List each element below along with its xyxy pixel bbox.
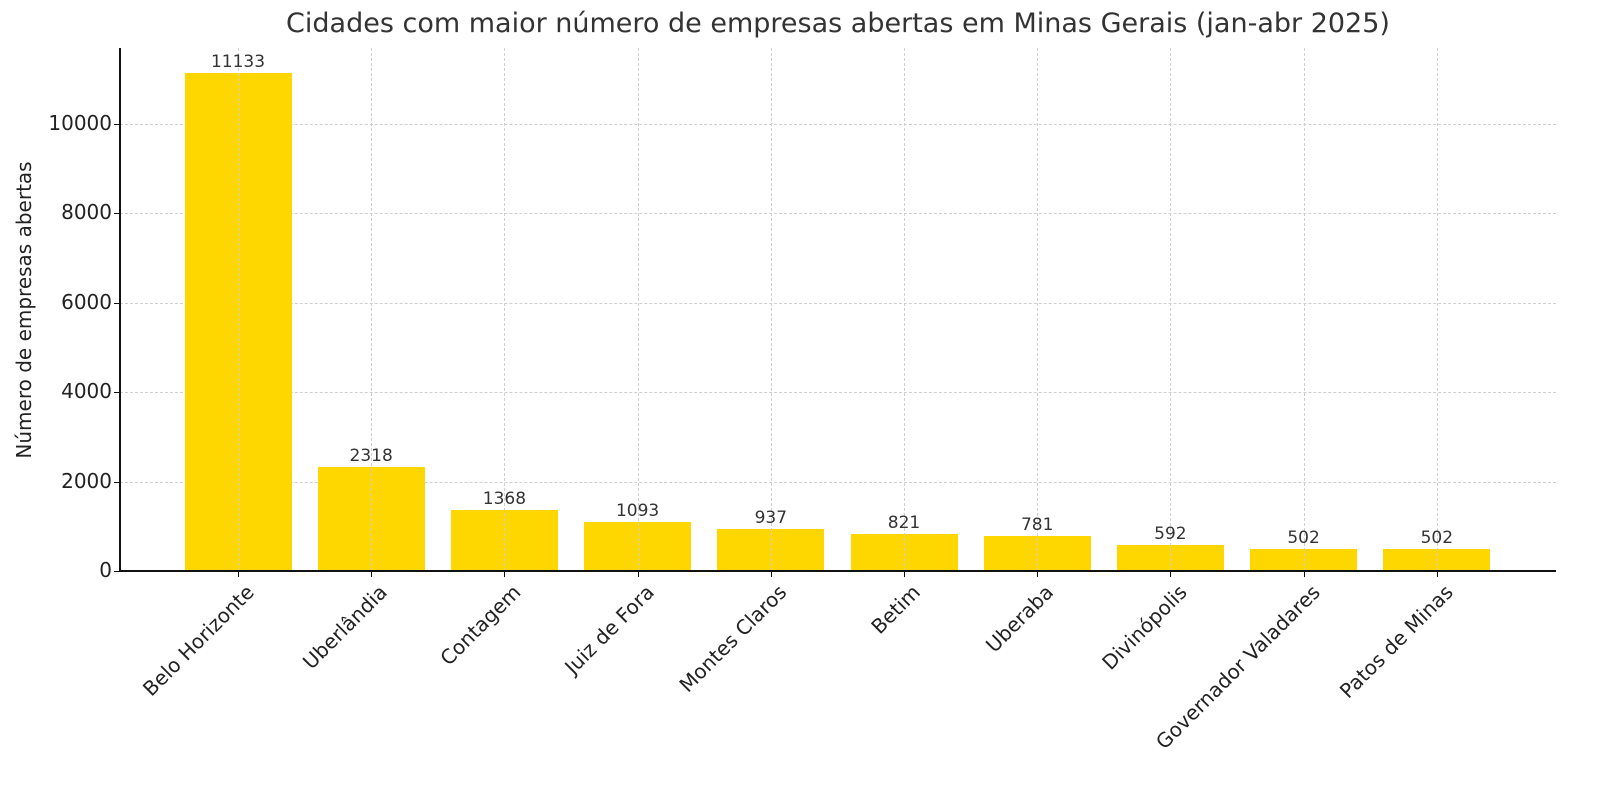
bar-value-label: 502 — [1420, 527, 1454, 548]
bar-value-label: 592 — [1154, 523, 1187, 544]
y-tick-label: 0 — [99, 558, 112, 582]
x-tick-mark — [904, 571, 905, 577]
x-tick-label: Divinópolis — [1096, 580, 1192, 675]
bar-value-label: 11133 — [210, 51, 266, 72]
x-axis-line — [119, 570, 1556, 572]
x-tick-mark — [238, 571, 239, 577]
y-tick-label: 10000 — [48, 110, 112, 135]
gridline-vertical — [1436, 48, 1438, 571]
x-tick-mark — [1303, 571, 1305, 577]
x-tick-mark — [1170, 571, 1172, 577]
y-tick-mark — [114, 302, 120, 304]
y-tick-mark — [114, 571, 120, 572]
gridline-vertical — [637, 48, 639, 571]
y-tick-mark — [114, 392, 120, 394]
x-tick-mark — [1037, 571, 1039, 577]
x-tick-mark — [371, 571, 373, 577]
bar-value-label: 1093 — [615, 501, 660, 522]
chart-title: Cidades com maior número de empresas abe… — [286, 8, 1390, 39]
y-tick-mark — [114, 481, 120, 483]
bar-value-label: 2318 — [349, 446, 393, 467]
x-tick-mark — [637, 571, 639, 577]
y-tick-label: 8000 — [61, 200, 112, 225]
gridline-vertical — [371, 48, 373, 571]
x-tick-mark — [770, 571, 772, 577]
gridline-vertical — [904, 48, 905, 571]
y-tick-mark — [114, 123, 120, 125]
gridline-vertical — [770, 48, 772, 571]
bar-value-label: 1368 — [482, 488, 527, 509]
gridline-vertical — [504, 48, 506, 571]
x-tick-mark — [1436, 571, 1438, 577]
gridline-horizontal — [120, 481, 1556, 483]
x-tick-label: Belo Horizonte — [138, 580, 259, 701]
bar-value-label: 821 — [887, 513, 921, 534]
y-tick-label: 6000 — [61, 289, 112, 314]
gridline-horizontal — [120, 123, 1556, 125]
y-tick-label: 4000 — [61, 379, 112, 404]
plot-area: 11133 2318 1368 1093 937 821 781 592 502 502 — [120, 48, 1556, 571]
x-tick-label: Juiz de Fora — [559, 580, 659, 679]
x-tick-label: Uberlândia — [298, 580, 393, 674]
bar-value-label: 502 — [1287, 527, 1320, 548]
x-tick-label: Patos de Minas — [1334, 580, 1458, 703]
y-tick-mark — [114, 213, 120, 215]
y-tick-label: 2000 — [61, 468, 112, 493]
gridline-vertical — [1303, 48, 1305, 571]
x-tick-label: Uberaba — [981, 580, 1059, 658]
gridline-horizontal — [120, 392, 1556, 394]
y-axis-line — [119, 48, 121, 572]
gridline-vertical — [238, 48, 239, 571]
gridline-vertical — [1170, 48, 1172, 571]
bar-value-label: 781 — [1020, 515, 1054, 536]
x-tick-label: Betim — [866, 580, 925, 639]
x-tick-mark — [504, 571, 506, 577]
gridline-horizontal — [120, 302, 1556, 304]
x-tick-label: Montes Claros — [674, 580, 792, 697]
bar-value-label: 937 — [754, 508, 788, 529]
x-tick-label: Contagem — [435, 580, 526, 671]
gridline-horizontal — [120, 213, 1556, 215]
gridline-vertical — [1037, 48, 1039, 571]
